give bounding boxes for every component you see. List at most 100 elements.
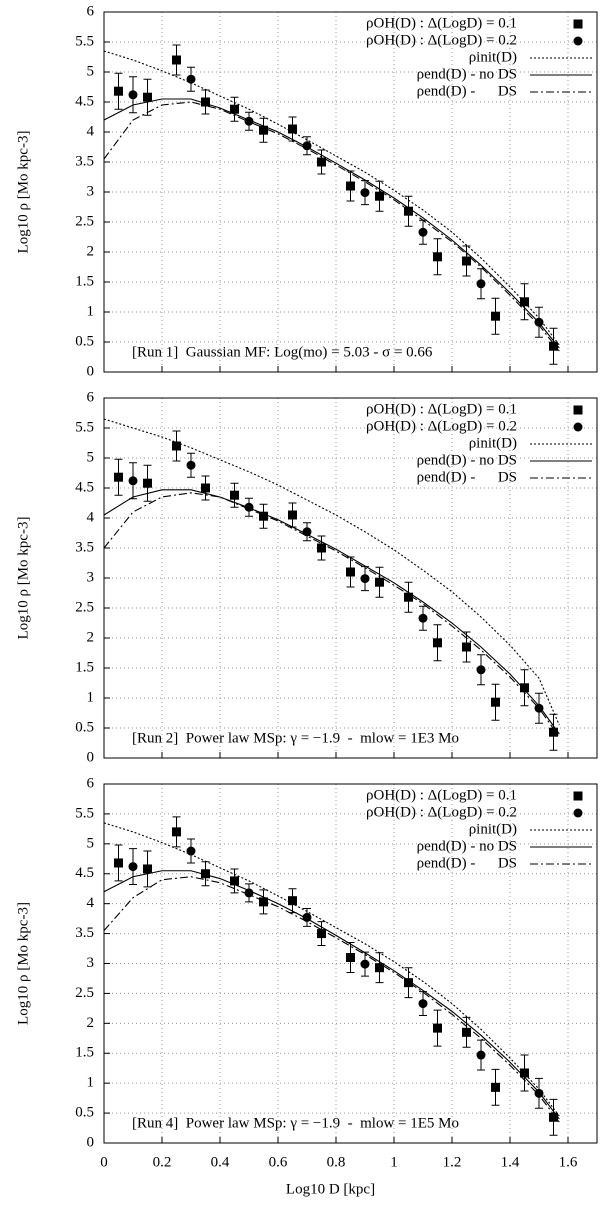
data-point	[172, 55, 181, 65]
y-tick-label: 2.5	[75, 985, 94, 1001]
y-tick-label: 3	[87, 569, 95, 585]
model-curve	[103, 98, 560, 349]
y-tick-label: 5	[87, 835, 95, 851]
data-point	[259, 125, 268, 135]
legend-label: ρend(D) - no DS	[417, 838, 517, 854]
x-tick-label: 1.4	[501, 1154, 520, 1170]
y-tick-label: 3	[87, 183, 95, 199]
data-point	[288, 124, 297, 134]
y-tick-label: 1.5	[75, 1045, 94, 1061]
data-point	[172, 827, 181, 837]
model-curve	[103, 492, 560, 738]
data-point	[143, 864, 152, 874]
legend-marker	[573, 36, 583, 46]
data-point	[360, 574, 370, 584]
data-point	[128, 862, 138, 872]
data-point	[476, 1050, 486, 1060]
y-tick-label: 0	[87, 1134, 95, 1150]
plot-frame	[103, 783, 598, 1144]
legend-label: ρend(D) - no DS	[417, 452, 517, 468]
y-axis-label: Log10 ρ [Mo kpc-3]	[15, 902, 31, 1025]
y-tick-label: 5	[87, 449, 95, 465]
legend-marker	[573, 405, 583, 415]
legend-label: ρend(D) - DS	[417, 855, 517, 871]
legend-label: ρOH(D) : Δ(LogD) = 0.1	[366, 15, 517, 31]
y-tick-label: 1	[87, 689, 95, 705]
data-point	[346, 953, 355, 963]
data-point	[288, 896, 297, 906]
y-tick-label: 0	[87, 749, 95, 765]
data-point	[172, 441, 181, 451]
data-point	[186, 846, 196, 856]
y-tick-label: 3.5	[75, 925, 94, 941]
y-axis-label: Log10 ρ [Mo kpc-3]	[15, 131, 31, 254]
data-point	[549, 341, 558, 351]
y-tick-label: 0.5	[75, 719, 94, 735]
y-tick-label: 2	[87, 629, 95, 645]
y-tick-label: 1	[87, 1075, 95, 1091]
legend-label: ρinit(D)	[469, 821, 517, 837]
data-point	[201, 869, 210, 879]
y-tick-label: 5.5	[75, 805, 94, 821]
plot-frame	[103, 397, 598, 759]
legend-marker	[573, 808, 583, 818]
data-point	[143, 478, 152, 488]
y-tick-label: 6	[87, 775, 95, 791]
data-point	[462, 256, 471, 266]
y-tick-label: 0	[87, 363, 95, 379]
y-axis-label: Log10 ρ [Mo kpc-3]	[15, 517, 31, 640]
data-point	[418, 999, 428, 1009]
legend-label: ρend(D) - DS	[417, 83, 517, 99]
model-curve	[103, 870, 560, 1120]
data-point	[404, 206, 413, 216]
data-point	[317, 929, 326, 939]
data-point	[491, 1082, 500, 1092]
y-tick-label: 2.5	[75, 599, 94, 615]
y-tick-label: 3	[87, 955, 95, 971]
x-tick-label: 0.4	[211, 1154, 230, 1170]
x-tick-label: 1.2	[443, 1154, 462, 1170]
y-tick-label: 0.5	[75, 1105, 94, 1121]
legend-label: ρOH(D) : Δ(LogD) = 0.2	[366, 32, 517, 48]
data-point	[259, 897, 268, 907]
data-point	[302, 527, 312, 537]
y-tick-label: 1.5	[75, 659, 94, 675]
legend-label: ρinit(D)	[469, 435, 517, 451]
y-tick-label: 6	[87, 3, 95, 19]
data-point	[433, 1023, 442, 1033]
y-tick-label: 2.5	[75, 213, 94, 229]
legend-label: ρOH(D) : Δ(LogD) = 0.2	[366, 804, 517, 820]
y-tick-label: 4	[87, 895, 95, 911]
data-point	[346, 567, 355, 577]
legend-label: ρend(D) - no DS	[417, 66, 517, 82]
data-point	[433, 638, 442, 648]
data-point	[491, 697, 500, 707]
data-point	[360, 959, 370, 969]
legend-label: ρOH(D) : Δ(LogD) = 0.2	[366, 418, 517, 434]
data-point	[317, 543, 326, 553]
model-curve	[103, 876, 560, 1123]
data-point	[375, 577, 384, 587]
legend-label: ρOH(D) : Δ(LogD) = 0.1	[366, 787, 517, 803]
y-tick-label: 3.5	[75, 539, 94, 555]
y-tick-label: 4	[87, 509, 95, 525]
data-point	[186, 74, 196, 84]
data-point	[360, 188, 370, 198]
data-point	[128, 476, 138, 486]
y-tick-label: 4.5	[75, 479, 94, 495]
x-axis-label: Log10 D [kpc]	[286, 1181, 375, 1197]
legend-label: ρOH(D) : Δ(LogD) = 0.1	[366, 401, 517, 417]
data-point	[491, 311, 500, 321]
data-point	[114, 858, 123, 868]
legend-marker	[573, 791, 583, 801]
data-point	[520, 297, 529, 307]
x-tick-label: 1	[390, 1154, 398, 1170]
y-tick-label: 4	[87, 123, 95, 139]
data-point	[476, 279, 486, 289]
data-point	[317, 157, 326, 167]
y-tick-label: 1	[87, 303, 95, 319]
annotation: [Run 1] Gaussian MF: Log(mo) = 5.03 - σ …	[132, 344, 433, 360]
y-tick-label: 5	[87, 63, 95, 79]
data-point	[230, 490, 239, 500]
